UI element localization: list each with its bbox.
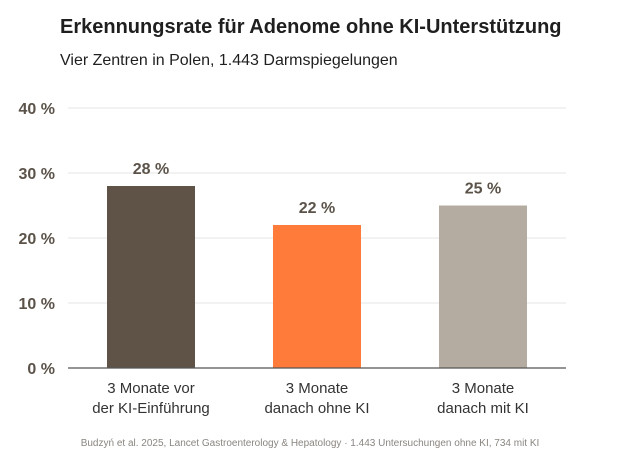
y-tick-label: 20 % xyxy=(19,231,55,248)
y-tick-label: 30 % xyxy=(19,166,55,183)
chart-subtitle: Vier Zentren in Polen, 1.443 Darmspiegel… xyxy=(60,52,398,69)
source-note: Budzyń et al. 2025, Lancet Gastroenterol… xyxy=(80,438,540,449)
chart-title: Erkennungsrate für Adenome ohne KI-Unter… xyxy=(60,16,562,38)
value-labels: 28 % 22 % 25 % xyxy=(133,161,501,217)
category-labels: 3 Monate vor der KI-Einführung 3 Monate dan… xyxy=(92,380,529,417)
bar-value-label: 25 % xyxy=(465,181,501,198)
y-axis-ticks: 0 % 10 % 20 % 30 % 40 % xyxy=(19,101,55,378)
bar xyxy=(439,205,527,368)
y-tick-label: 10 % xyxy=(19,296,55,313)
category-label: 3 Monate danach mit KI xyxy=(437,380,529,417)
bar-value-label: 28 % xyxy=(133,161,169,178)
bars xyxy=(107,186,527,368)
y-tick-label: 40 % xyxy=(19,101,55,118)
category-label: 3 Monate vor der KI-Einführung xyxy=(92,380,210,417)
category-label: 3 Monate danach ohne KI xyxy=(264,380,369,417)
y-tick-label: 0 % xyxy=(27,361,55,378)
bar-value-label: 22 % xyxy=(299,200,335,217)
bar xyxy=(107,186,195,368)
bar xyxy=(273,225,361,368)
